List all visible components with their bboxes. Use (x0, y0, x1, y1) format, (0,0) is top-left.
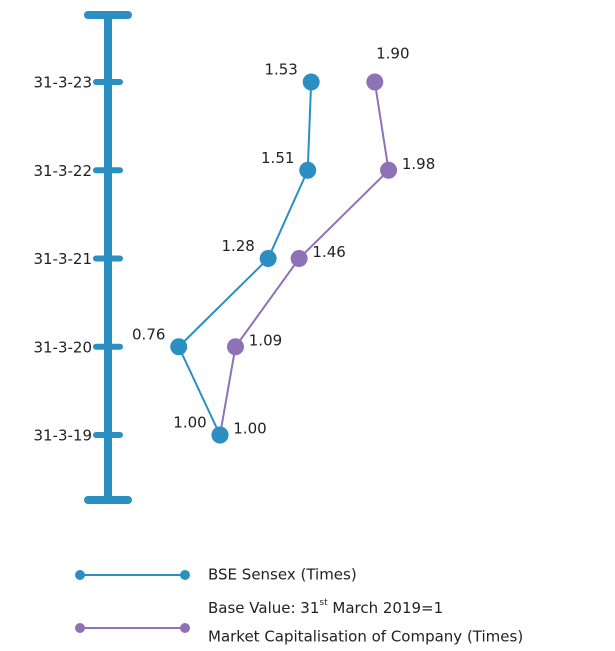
data-label: 1.46 (312, 243, 345, 261)
data-point (366, 73, 384, 91)
data-label: 1.98 (402, 155, 435, 173)
data-point (299, 161, 317, 179)
data-point (302, 73, 320, 91)
data-label: 1.00 (173, 414, 206, 432)
legend-dot (75, 623, 85, 633)
data-point (259, 250, 277, 267)
legend-dot (180, 570, 190, 580)
data-label: 1.09 (249, 331, 282, 349)
y-tick-label: 31-3-22 (33, 162, 92, 180)
data-label: 1.51 (261, 149, 294, 167)
data-point (290, 250, 308, 267)
legend-label: BSE Sensex (Times) (208, 566, 357, 584)
legend-dot (180, 623, 190, 633)
y-tick-label: 31-3-20 (33, 338, 92, 356)
legend-dot (75, 570, 85, 580)
data-label: 1.00 (233, 420, 266, 438)
data-point (211, 426, 229, 444)
data-point (226, 338, 244, 356)
data-label: 1.90 (376, 45, 409, 63)
base-note: Base Value: 31st March 2019=1 (208, 598, 443, 617)
y-tick-label: 31-3-19 (33, 427, 92, 445)
data-label: 1.28 (221, 237, 254, 255)
y-tick-label: 31-3-23 (33, 74, 92, 92)
data-label: 1.53 (264, 61, 297, 79)
y-tick-label: 31-3-21 (33, 250, 92, 268)
data-point (170, 338, 188, 356)
legend-label: Market Capitalisation of Company (Times) (208, 628, 523, 646)
data-point (380, 161, 398, 179)
data-label: 0.76 (132, 325, 165, 343)
